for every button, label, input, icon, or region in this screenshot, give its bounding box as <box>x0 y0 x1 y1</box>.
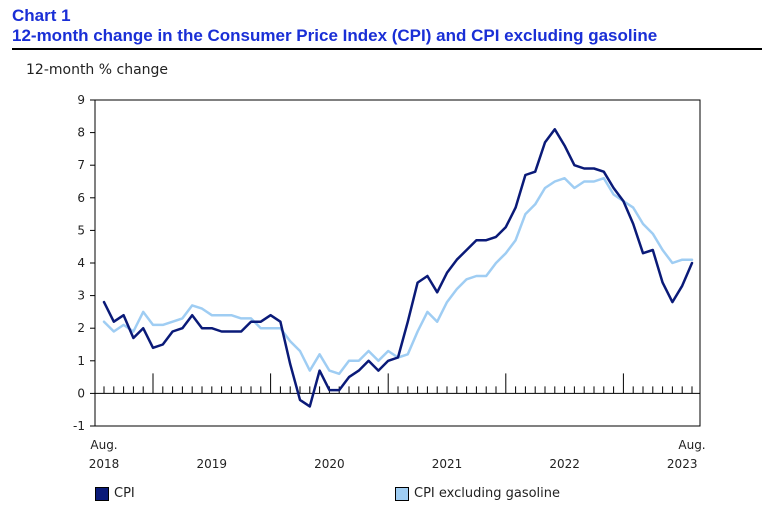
x-year-label-2020: 2020 <box>314 457 345 471</box>
y-tick-label: 0 <box>77 386 85 400</box>
title-rule <box>12 48 762 50</box>
legend-swatch-cpi-ex-gas <box>395 486 409 501</box>
y-tick-label: 3 <box>77 289 85 303</box>
x-year-label-2021: 2021 <box>432 457 463 471</box>
y-axis-label: 12-month % change <box>26 62 169 78</box>
legend-item-cpi-ex-gas: CPI excluding gasoline <box>395 486 560 501</box>
legend-swatch-cpi <box>95 486 109 501</box>
y-tick-label: 4 <box>77 256 85 270</box>
x-end-month: Aug. <box>678 438 705 452</box>
legend-label-cpi: CPI <box>114 486 135 501</box>
legend-item-cpi: CPI <box>95 486 135 501</box>
y-tick-label: 7 <box>77 158 85 172</box>
cpi-line <box>102 128 694 408</box>
chart-heading: Chart 1 12-month change in the Consumer … <box>12 6 657 46</box>
x-start-month: Aug. <box>90 438 117 452</box>
x-start-year: 2018 <box>89 457 120 471</box>
chart-number: Chart 1 <box>12 6 71 25</box>
plot-frame <box>94 99 701 427</box>
y-tick-label: -1 <box>73 419 85 433</box>
cpi-ex-gas-line <box>102 176 694 376</box>
y-tick-label: 2 <box>77 321 85 335</box>
y-tick-label: 9 <box>77 93 85 107</box>
x-year-label-2022: 2022 <box>549 457 580 471</box>
x-year-label-2023: 2023 <box>667 457 698 471</box>
y-tick-label: 8 <box>77 126 85 140</box>
legend-label-cpi-ex-gas: CPI excluding gasoline <box>414 486 561 501</box>
y-tick-label: 1 <box>77 354 85 368</box>
y-tick-label: 5 <box>77 223 85 237</box>
y-tick-label: 6 <box>77 191 85 205</box>
x-year-label-2019: 2019 <box>197 457 228 471</box>
chart-title: 12-month change in the Consumer Price In… <box>12 26 658 45</box>
